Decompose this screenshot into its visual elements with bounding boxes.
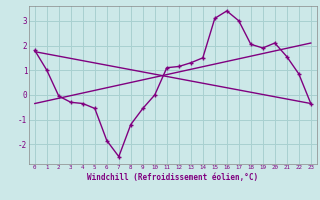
X-axis label: Windchill (Refroidissement éolien,°C): Windchill (Refroidissement éolien,°C) (87, 173, 258, 182)
